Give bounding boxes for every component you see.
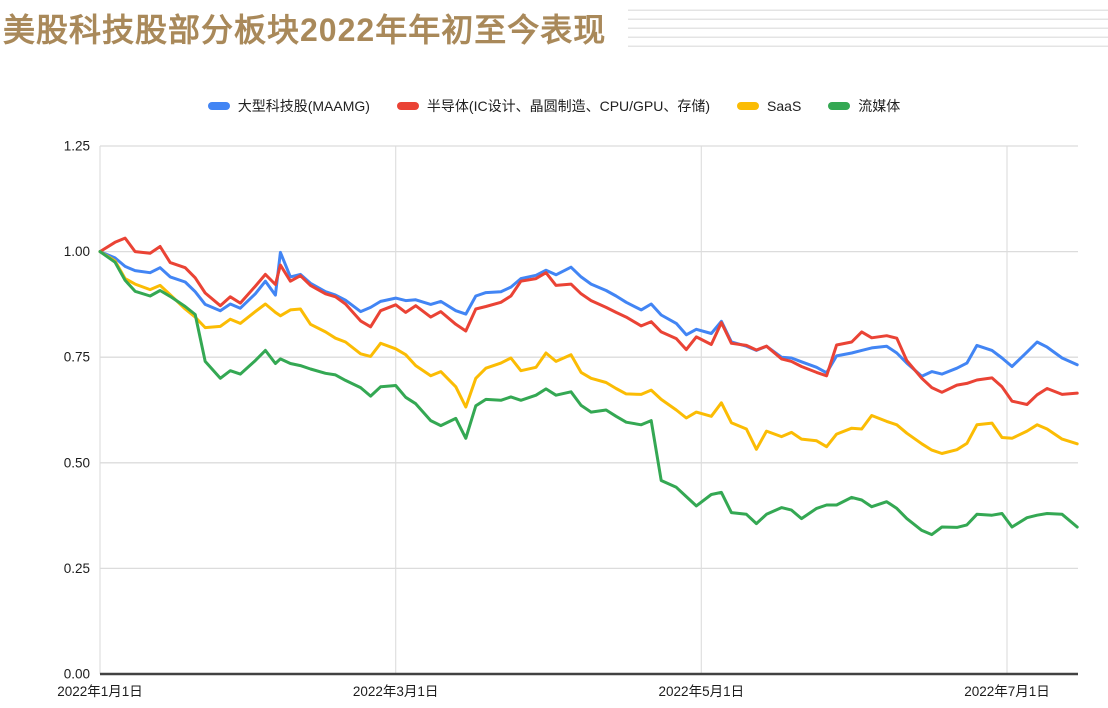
x-axis-label: 2022年5月1日: [659, 684, 745, 699]
background-spreadsheet-rows: [628, 2, 1108, 47]
chart-legend: 大型科技股(MAAMG) 半导体(IC设计、晶圆制造、CPU/GPU、存储) Saa…: [0, 95, 1108, 117]
legend-item-0: 大型科技股(MAAMG): [207, 96, 370, 116]
y-axis-label: 0.00: [64, 667, 90, 682]
legend-swatch-1: [396, 102, 419, 110]
x-axis-label: 2022年7月1日: [964, 684, 1050, 699]
y-axis-label: 0.25: [64, 561, 90, 576]
y-axis-label: 0.50: [64, 455, 90, 470]
page-title: 美股科技股部分板块2022年年初至今表现: [3, 12, 607, 48]
legend-item-2: SaaS: [737, 98, 801, 114]
legend-item-3: 流媒体: [828, 96, 900, 116]
x-axis-label: 2022年3月1日: [353, 684, 439, 699]
y-axis-label: 0.75: [64, 350, 90, 365]
y-axis-label: 1.00: [64, 244, 90, 259]
series-line-2: [98, 250, 1079, 455]
legend-label-1: 半导体(IC设计、晶圆制造、CPU/GPU、存储): [426, 98, 711, 114]
legend-swatch-2: [737, 102, 760, 110]
y-axis-label: 1.25: [64, 139, 90, 154]
legend-label-3: 流媒体: [858, 98, 901, 114]
legend-swatch-3: [828, 102, 851, 110]
legend-item-1: 半导体(IC设计、晶圆制造、CPU/GPU、存储): [396, 96, 711, 116]
series-line-1: [98, 236, 1079, 406]
series-line-3: [98, 250, 1079, 537]
legend-swatch-0: [207, 102, 230, 110]
legend-label-2: SaaS: [767, 98, 802, 114]
legend-label-0: 大型科技股(MAAMG): [237, 98, 370, 114]
series-line-0: [98, 250, 1079, 378]
x-axis-label: 2022年1月1日: [57, 684, 143, 699]
